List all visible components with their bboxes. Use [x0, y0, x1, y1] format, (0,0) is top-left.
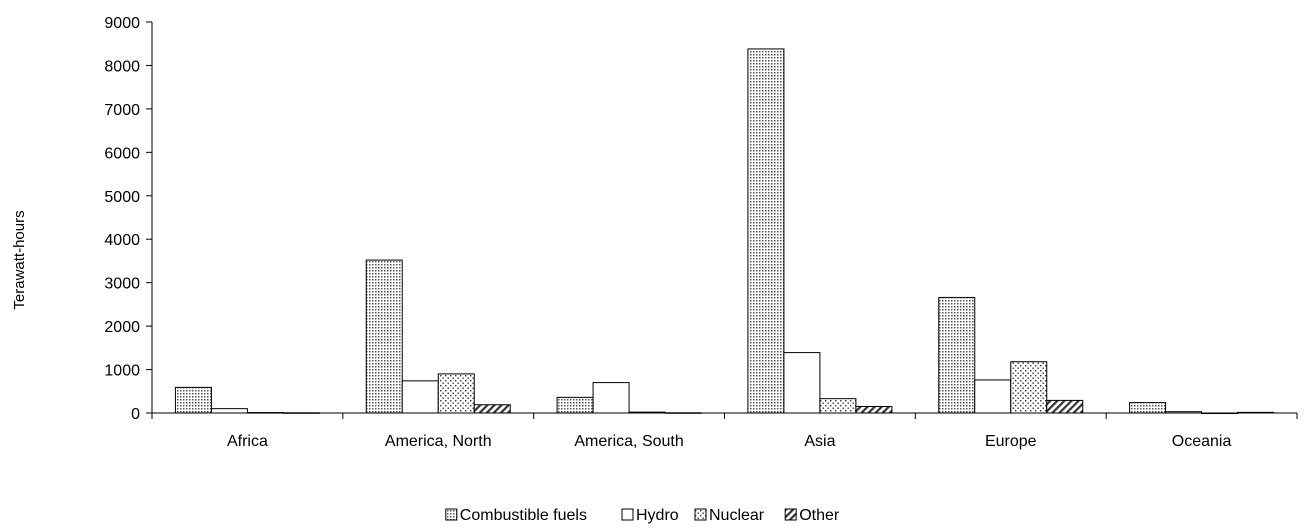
category-label: Oceania: [1172, 433, 1232, 450]
x-axis-ticks: [151, 413, 1298, 419]
legend-swatch: [445, 508, 458, 521]
legend-label: Other: [799, 507, 840, 524]
y-axis-ticks: 0 1000 2000 3000 4000 5000 6000 7000 8000 9000: [104, 15, 152, 423]
y-tick-label: 8000: [104, 58, 140, 75]
category-label: Asia: [804, 433, 835, 450]
bar: [938, 296, 976, 414]
legend-label: Hydro: [636, 507, 679, 524]
bar: [819, 398, 857, 414]
bar: [473, 404, 511, 414]
legend-label: Combustible fuels: [460, 507, 587, 524]
bar: [401, 380, 439, 414]
legend-label: Nuclear: [709, 507, 765, 524]
bar: [1046, 399, 1084, 414]
y-tick-label: 7000: [104, 102, 140, 119]
bar: [747, 48, 785, 414]
category-label: America, North: [385, 433, 492, 450]
bar: [592, 382, 630, 414]
bar: [174, 386, 212, 414]
y-tick-label: 3000: [104, 276, 140, 293]
y-axis-title: Terawatt-hours: [11, 210, 28, 309]
bar: [1010, 361, 1048, 414]
category-labels: Africa America, North America, South Asia Eu…: [227, 433, 1232, 450]
bar: [1129, 402, 1167, 414]
bar: [556, 396, 594, 414]
bar: [783, 352, 821, 414]
y-tick-label: 9000: [104, 15, 140, 32]
bars: [174, 48, 1275, 414]
category-label: Africa: [227, 433, 268, 450]
legend: Combustible fuels Hydro Nuclear Other: [445, 507, 840, 524]
y-tick-label: 5000: [104, 189, 140, 206]
legend-swatch: [784, 508, 797, 521]
y-tick-label: 1000: [104, 363, 140, 380]
category-label: America, South: [574, 433, 683, 450]
bar: [210, 408, 248, 414]
y-tick-label: 0: [131, 406, 140, 423]
category-label: Europe: [985, 433, 1037, 450]
bar: [437, 373, 475, 414]
legend-swatch: [694, 508, 707, 521]
bar: [365, 259, 403, 414]
y-tick-label: 6000: [104, 145, 140, 162]
legend-swatch: [621, 508, 634, 521]
bar: [855, 405, 893, 414]
bar: [974, 379, 1012, 414]
y-tick-label: 4000: [104, 232, 140, 249]
y-tick-label: 2000: [104, 319, 140, 336]
